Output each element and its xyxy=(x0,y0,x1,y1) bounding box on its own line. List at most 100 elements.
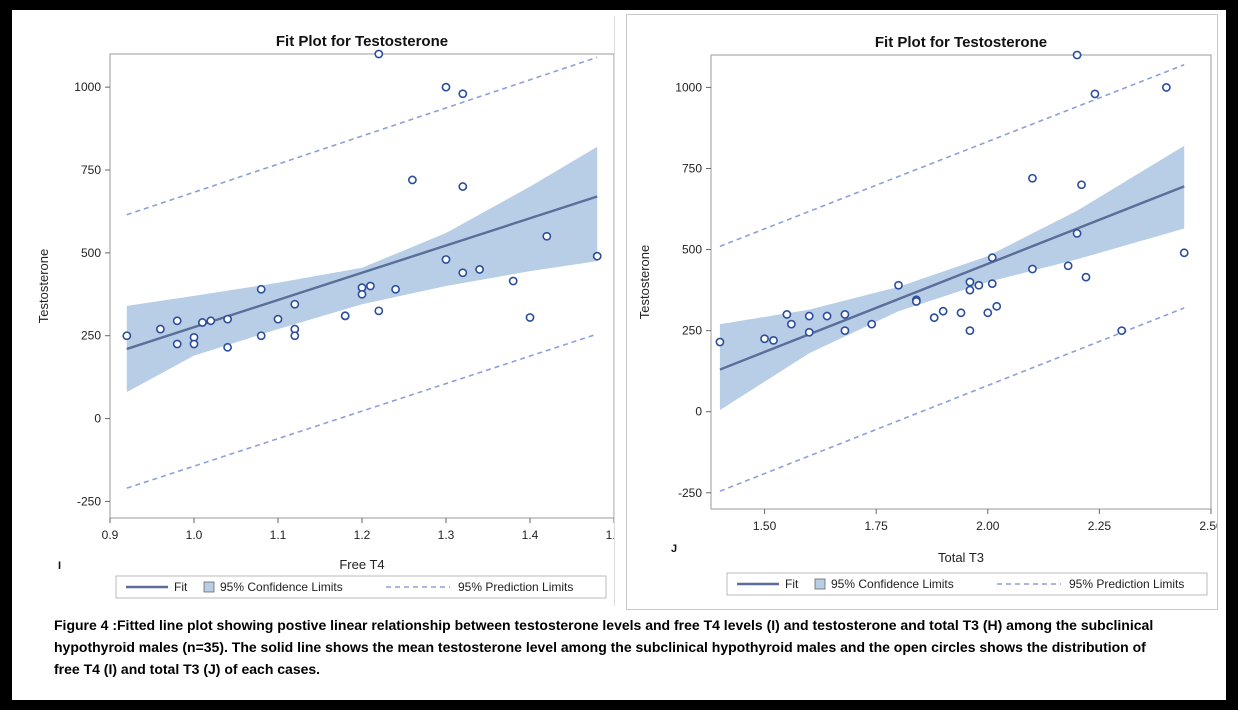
y-tick-label: -250 xyxy=(77,494,101,508)
y-tick-label: 0 xyxy=(695,405,702,419)
data-point xyxy=(374,306,384,316)
data-point xyxy=(189,339,199,349)
y-tick-label: -250 xyxy=(678,486,702,500)
y-tick-label: 750 xyxy=(81,163,101,177)
chart-svg-free-t4: Fit Plot for Testosterone -250 0 250 500 750 1… xyxy=(36,33,623,599)
data-point xyxy=(365,281,375,291)
data-point xyxy=(122,331,132,341)
data-point xyxy=(290,331,300,341)
x-tick-label: 2.50 xyxy=(1199,519,1217,533)
x-tick-label: 1.4 xyxy=(522,528,539,542)
data-point xyxy=(256,331,266,341)
data-point xyxy=(197,318,207,327)
legend-box xyxy=(115,575,607,599)
prediction-limit-upper xyxy=(719,63,1185,248)
prediction-limit-lower xyxy=(126,333,598,489)
data-point xyxy=(1028,264,1037,274)
data-point xyxy=(1072,228,1082,238)
data-point xyxy=(987,253,997,263)
x-tick-label: 2.25 xyxy=(1088,519,1112,533)
data-point xyxy=(458,182,468,191)
data-point xyxy=(769,335,778,345)
data-point xyxy=(956,308,966,318)
data-point xyxy=(822,311,832,321)
legend-item-confidence: 95% Confidence Limits xyxy=(220,580,343,594)
y-tick-label: 500 xyxy=(682,243,702,257)
y-tick-label: 250 xyxy=(682,324,702,338)
data-point xyxy=(804,311,814,321)
y-tick-label: 750 xyxy=(682,162,702,176)
data-point xyxy=(894,280,903,290)
chart-title: Fit Plot for Testosterone xyxy=(875,34,1047,51)
data-point xyxy=(786,319,796,329)
data-point xyxy=(1081,272,1091,282)
legend-item-fit: Fit xyxy=(785,577,799,591)
data-point xyxy=(172,316,182,326)
x-tick-label: 1.5 xyxy=(606,528,614,542)
data-point xyxy=(1077,180,1086,190)
data-point xyxy=(357,289,367,299)
data-point xyxy=(340,311,350,321)
data-point xyxy=(1161,83,1171,92)
figure-caption: Figure 4 :Fitted line plot showing posti… xyxy=(54,617,1154,677)
prediction-limit-upper xyxy=(126,56,598,216)
chart-title: Fit Plot for Testosterone xyxy=(276,33,448,50)
data-point xyxy=(441,82,451,92)
chart-svg-total-t3: Fit Plot for Testosterone -250 0 250 500 750 1… xyxy=(637,34,1223,596)
data-point xyxy=(374,49,384,59)
panel-label: J xyxy=(671,543,677,555)
data-point xyxy=(172,339,182,349)
x-tick-label: 0.9 xyxy=(102,528,119,542)
data-point xyxy=(974,280,984,290)
data-point xyxy=(223,314,232,324)
data-point xyxy=(1072,50,1082,60)
data-point xyxy=(223,342,232,352)
data-point xyxy=(458,89,468,99)
x-axis-label: Total T3 xyxy=(938,550,984,565)
data-point xyxy=(542,231,552,241)
data-point xyxy=(804,327,814,337)
legend-item-fit: Fit xyxy=(174,580,188,594)
data-point xyxy=(441,255,451,264)
data-point xyxy=(1090,89,1100,99)
data-point xyxy=(992,301,1002,311)
data-point xyxy=(592,251,602,261)
data-point xyxy=(840,310,850,319)
chart-panel-total-t3: Fit Plot for Testosterone -250 0 250 500 750 1… xyxy=(626,14,1223,610)
data-point xyxy=(929,313,939,323)
panel-label: I xyxy=(58,560,61,572)
data-point xyxy=(965,285,975,295)
x-tick-label: 2.00 xyxy=(976,519,1000,533)
fit-line xyxy=(719,185,1185,371)
data-point xyxy=(1028,173,1037,183)
x-axis-label: Free T4 xyxy=(339,557,384,572)
data-point xyxy=(987,279,997,289)
data-point xyxy=(965,277,975,287)
y-axis-label: Testosterone xyxy=(637,245,652,319)
legend-box xyxy=(726,572,1208,596)
data-point xyxy=(290,299,300,309)
data-point xyxy=(1179,248,1189,258)
data-point xyxy=(525,313,535,322)
data-point xyxy=(840,326,850,336)
data-point xyxy=(407,175,417,185)
data-point xyxy=(782,310,792,319)
x-tick-label: 1.1 xyxy=(270,528,287,542)
legend-confidence-swatch xyxy=(814,578,826,590)
x-tick-label: 1.3 xyxy=(438,528,455,542)
data-point xyxy=(715,337,725,347)
legend-item-confidence: 95% Confidence Limits xyxy=(831,577,954,591)
data-point xyxy=(475,265,484,274)
x-tick-label: 1.0 xyxy=(186,528,203,542)
data-point xyxy=(965,326,975,336)
y-axis-label: Testosterone xyxy=(36,249,51,323)
prediction-limit-lower xyxy=(719,307,1185,492)
data-point xyxy=(938,306,948,316)
x-tick-label: 1.75 xyxy=(864,519,888,533)
data-point xyxy=(983,308,993,318)
legend-item-prediction: 95% Prediction Limits xyxy=(1069,577,1184,591)
data-point xyxy=(1063,261,1073,271)
y-tick-label: 0 xyxy=(94,412,101,426)
x-tick-label: 1.2 xyxy=(354,528,371,542)
legend-confidence-swatch xyxy=(203,581,215,593)
